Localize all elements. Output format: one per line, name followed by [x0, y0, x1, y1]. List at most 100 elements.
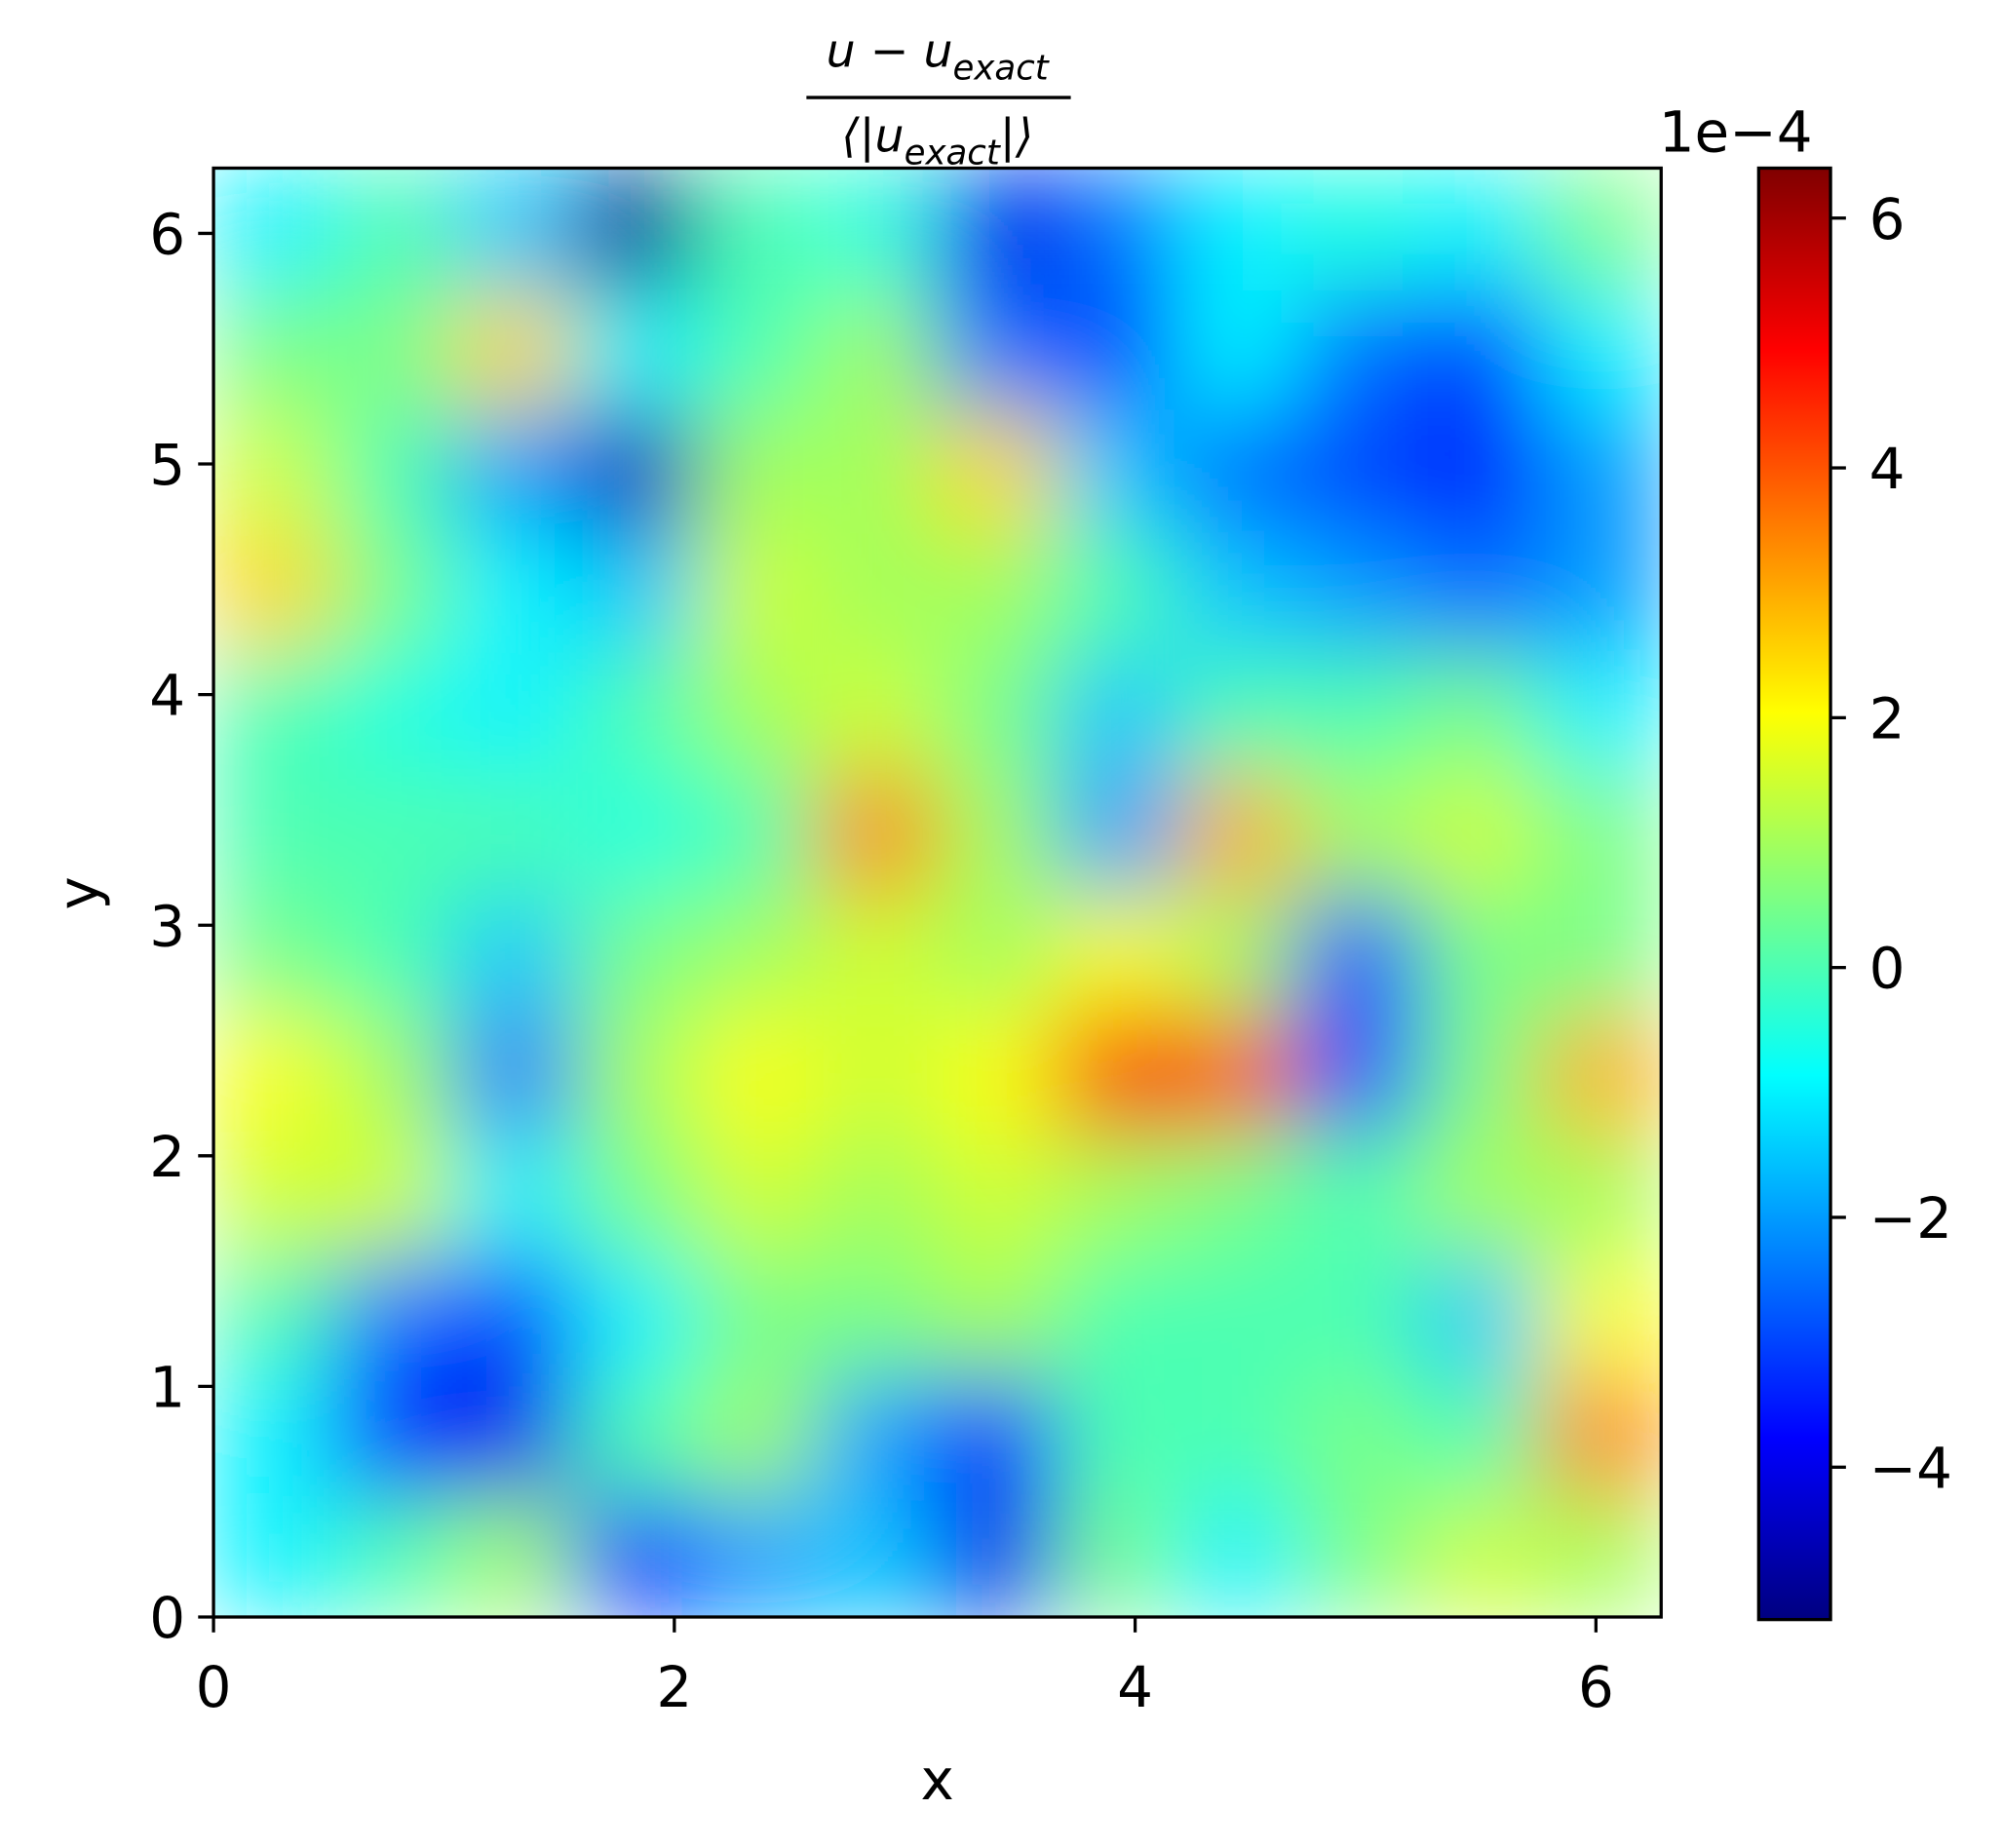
- heatmap-cell: [1418, 528, 1543, 653]
- heatmap-cell: [935, 1011, 1059, 1135]
- heatmap-cell: [573, 1495, 697, 1617]
- heatmap-cell: [453, 1011, 578, 1135]
- heatmap-cell: [213, 1495, 335, 1617]
- heatmap-cell: [815, 1252, 940, 1377]
- heatmap-cell: [815, 1495, 940, 1617]
- heatmap-cell: [213, 1011, 335, 1135]
- heatmap-cell: [1057, 528, 1181, 653]
- heatmap-cell: [1057, 1495, 1181, 1617]
- heatmap-cell: [1296, 771, 1421, 895]
- heatmap-cell: [213, 648, 335, 773]
- heatmap-cell: [1057, 1372, 1181, 1497]
- colorbar-tick-label: 4: [1869, 436, 1906, 502]
- heatmap-cell: [695, 1252, 820, 1377]
- y-tick-label: 3: [149, 893, 185, 959]
- heatmap-cell: [1418, 1133, 1543, 1257]
- x-tick-label: 6: [1578, 1654, 1614, 1720]
- heatmap-cell: [1296, 287, 1421, 411]
- heatmap-cell: [815, 891, 940, 1015]
- heatmap-cell: [1057, 1011, 1181, 1135]
- heatmap-cell: [1176, 528, 1301, 653]
- heatmap-cell: [1538, 408, 1662, 533]
- heatmap-cell: [573, 891, 697, 1015]
- heatmap-cell: [333, 168, 458, 291]
- heatmap-cell: [1176, 287, 1301, 411]
- heatmap-cell: [453, 891, 578, 1015]
- heatmap-cell: [1296, 1011, 1421, 1135]
- heatmap-cell: [453, 168, 578, 291]
- heatmap-cell: [815, 771, 940, 895]
- heatmap-cell: [1418, 1252, 1543, 1377]
- heatmap-cell: [1538, 287, 1662, 411]
- heatmap-cell: [453, 528, 578, 653]
- heatmap-cell: [695, 528, 820, 653]
- heatmap-cell: [1176, 1133, 1301, 1257]
- heatmap-cell: [453, 287, 578, 411]
- heatmap-cell: [1418, 771, 1543, 895]
- x-tick-label: 2: [656, 1654, 692, 1720]
- heatmap-cell: [1176, 1372, 1301, 1497]
- heatmap-cell: [573, 1252, 697, 1377]
- colorbar-tick-label: 2: [1869, 685, 1906, 751]
- heatmap-cell: [935, 168, 1059, 291]
- title-denominator: ⟨|uexact|⟩: [841, 109, 1033, 173]
- plot-area: [213, 168, 1662, 1617]
- heatmap-cell: [333, 1372, 458, 1497]
- heatmap-cell: [695, 1372, 820, 1497]
- heatmap-cell: [1057, 771, 1181, 895]
- y-tick-label: 6: [149, 202, 185, 268]
- heatmap-cell: [1176, 891, 1301, 1015]
- heatmap-cell: [1418, 648, 1543, 773]
- heatmap-cell: [695, 287, 820, 411]
- heatmap-cell: [453, 1372, 578, 1497]
- heatmap-cell: [695, 408, 820, 533]
- heatmap-cell: [935, 1252, 1059, 1377]
- heatmap-cell: [815, 1011, 940, 1135]
- heatmap-cell: [815, 408, 940, 533]
- heatmap-cell: [1296, 648, 1421, 773]
- heatmap-cell: [815, 648, 940, 773]
- colorbar-tick-label: −4: [1869, 1435, 1952, 1501]
- heatmap-cell: [1538, 1252, 1662, 1377]
- heatmap-cell: [1296, 1372, 1421, 1497]
- heatmap-cell: [1296, 891, 1421, 1015]
- heatmap-cell: [1176, 1011, 1301, 1135]
- heatmap-cell: [1296, 408, 1421, 533]
- heatmap-cell: [213, 528, 335, 653]
- y-tick-label: 4: [149, 663, 185, 729]
- heatmap-cell: [1538, 528, 1662, 653]
- heatmap-cell: [333, 1133, 458, 1257]
- heatmap-cell: [333, 1011, 458, 1135]
- heatmap-cell: [1418, 1372, 1543, 1497]
- heatmap-cell: [333, 408, 458, 533]
- heatmap-cell: [213, 1252, 335, 1377]
- heatmap-cell: [1418, 408, 1543, 533]
- heatmap-cell: [695, 168, 820, 291]
- heatmap-cell: [935, 1495, 1059, 1617]
- y-tick-label: 5: [149, 432, 185, 498]
- heatmap-cell: [935, 528, 1059, 653]
- heatmap-cell: [815, 1372, 940, 1497]
- heatmap: [213, 168, 1662, 1617]
- heatmap-cell: [935, 771, 1059, 895]
- heatmap-cell: [213, 287, 335, 411]
- heatmap-cell: [333, 1252, 458, 1377]
- title-numerator: u − uexact: [827, 24, 1051, 88]
- heatmap-cell: [333, 1495, 458, 1617]
- heatmap-cell: [333, 648, 458, 773]
- heatmap-cell: [453, 1133, 578, 1257]
- heatmap-cell: [1296, 528, 1421, 653]
- heatmap-cell: [815, 1133, 940, 1257]
- heatmap-cell: [1176, 168, 1301, 291]
- heatmap-cell: [1538, 1011, 1662, 1135]
- heatmap-cell: [573, 771, 697, 895]
- x-axis-label: x: [921, 1747, 954, 1813]
- heatmap-cell: [1296, 168, 1421, 291]
- y-axis-label: y: [46, 876, 112, 909]
- heatmap-cell: [1057, 891, 1181, 1015]
- heatmap-cell: [1057, 1252, 1181, 1377]
- heatmap-cell: [1538, 891, 1662, 1015]
- heatmap-cell: [1057, 1133, 1181, 1257]
- heatmap-cell: [695, 648, 820, 773]
- heatmap-cell: [573, 1011, 697, 1135]
